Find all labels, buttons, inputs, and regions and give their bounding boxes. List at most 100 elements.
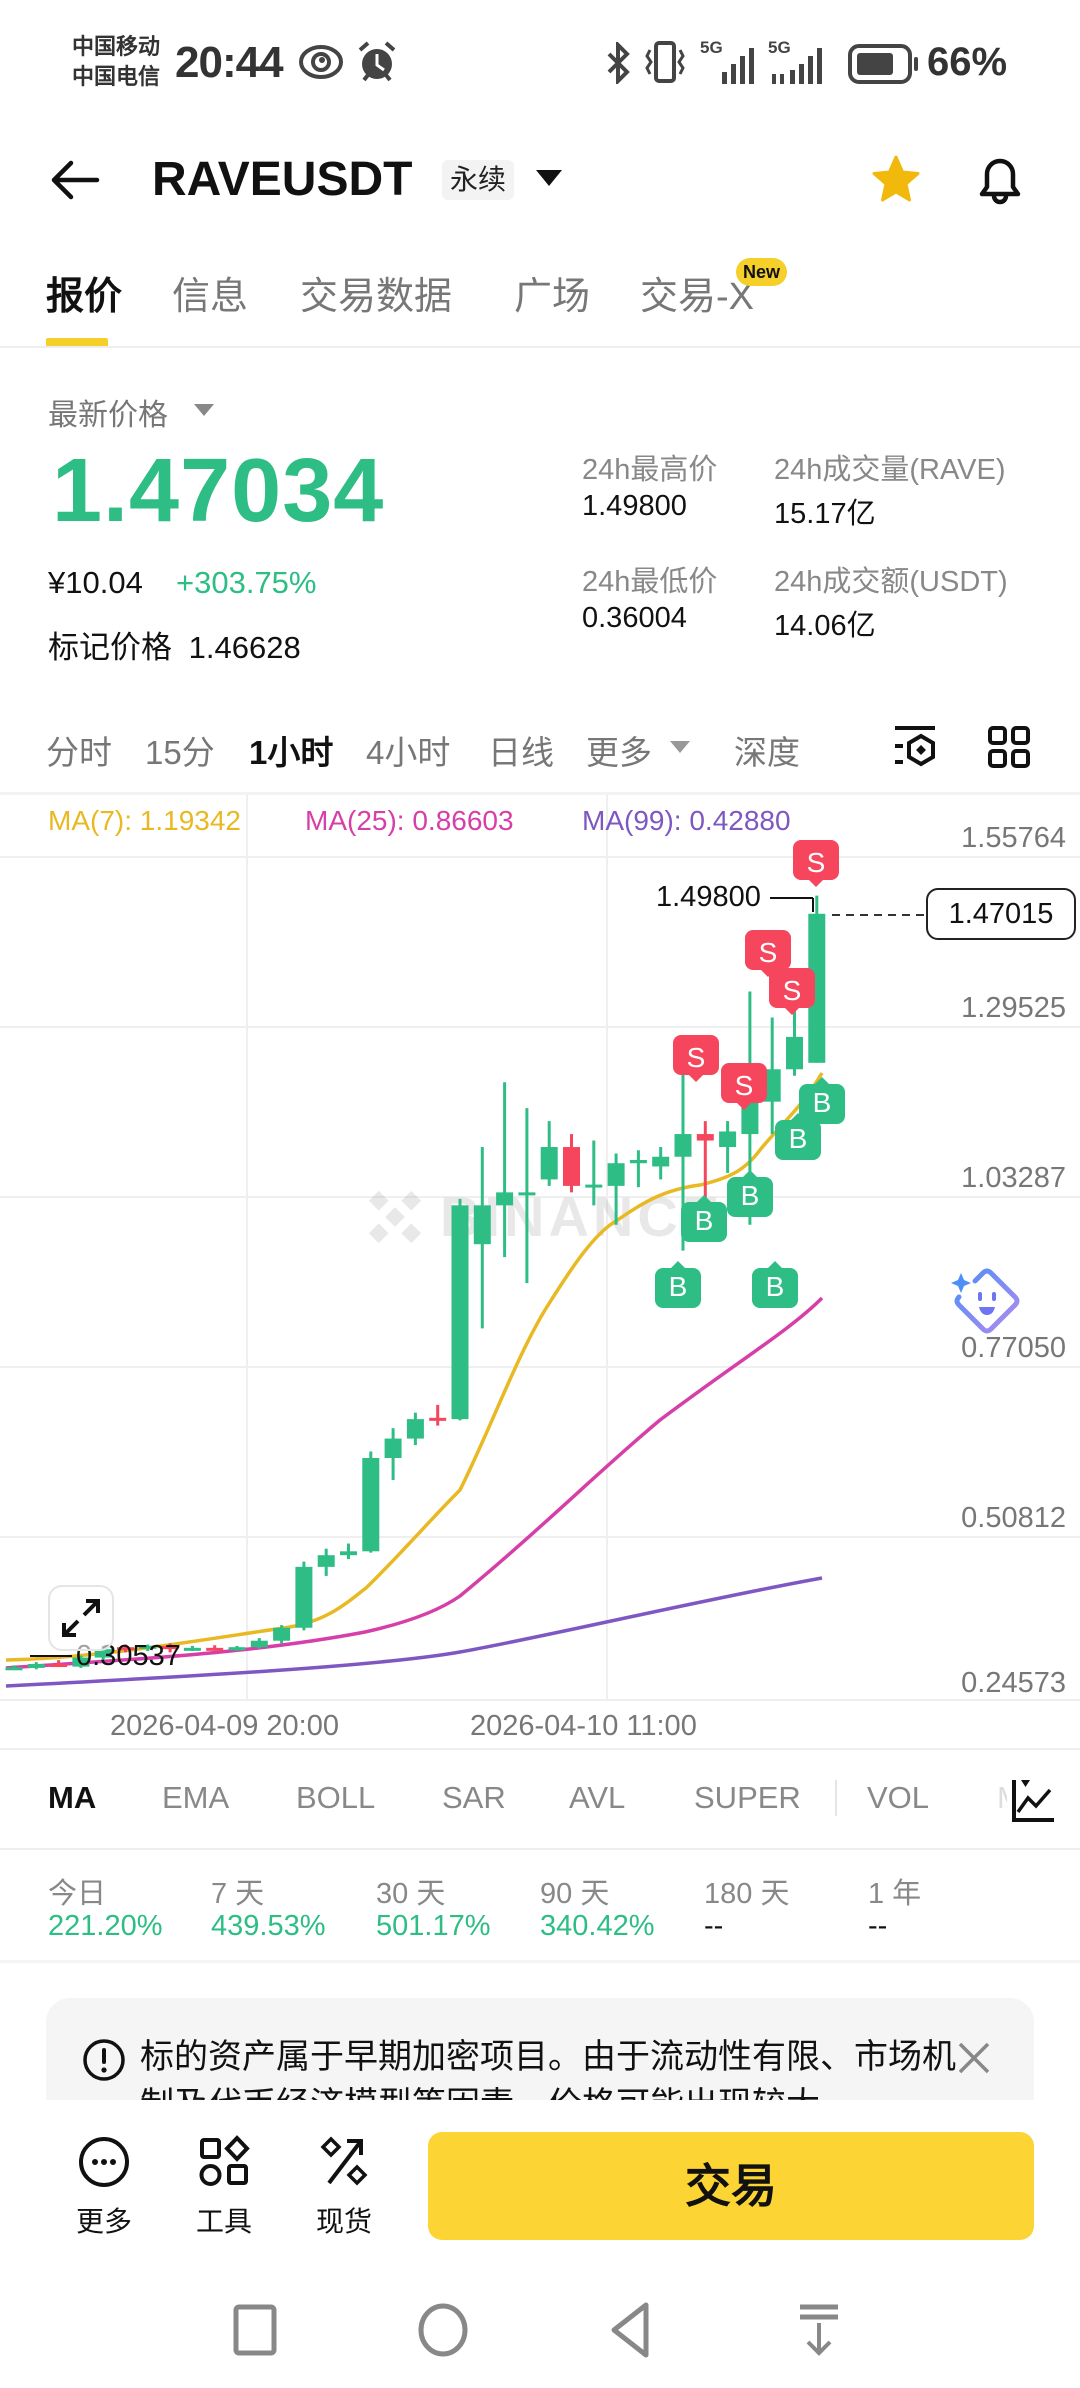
tools-label: 工具	[195, 2206, 252, 2237]
perf-7d-label: 7 天	[211, 1878, 265, 1910]
price-type-caret-icon[interactable]	[194, 404, 214, 416]
home-button[interactable]	[408, 2295, 478, 2365]
layout-grid-icon[interactable]	[988, 726, 1030, 768]
svg-text:B: B	[741, 1180, 760, 1211]
timeframe-line[interactable]: 分时	[46, 734, 112, 771]
svg-text:S: S	[807, 847, 826, 878]
y-tick-5: 0.50812	[961, 1502, 1066, 1534]
perf-180d-label: 180 天	[704, 1878, 790, 1910]
perf-30d-value: 501.17%	[376, 1910, 491, 1942]
perf-90d-label: 90 天	[540, 1878, 610, 1910]
spot-label: 现货	[315, 2206, 372, 2237]
tabs-divider	[0, 346, 1080, 348]
notification-drawer-button[interactable]	[784, 2295, 854, 2365]
depth-tab[interactable]: 深度	[734, 734, 800, 771]
spot-button[interactable]: 现货	[299, 2135, 389, 2240]
carrier-2: 中国电信	[72, 64, 161, 89]
trade-button[interactable]: 交易	[428, 2132, 1034, 2240]
svg-text:S: S	[735, 1070, 754, 1101]
volume-24h-value: 15.17亿	[774, 498, 876, 530]
perf-7d-value: 439.53%	[211, 1910, 326, 1942]
perf-today-label: 今日	[48, 1878, 107, 1910]
y-tick-6: 0.24573	[961, 1667, 1066, 1699]
indicator-boll[interactable]: BOLL	[296, 1780, 376, 1815]
alert-bell-icon[interactable]	[972, 150, 1028, 210]
timeframe-1d[interactable]: 日线	[488, 734, 554, 771]
more-button[interactable]: 更多	[59, 2135, 149, 2240]
timeframe-divider	[0, 792, 1080, 795]
perf-180d-value: --	[704, 1910, 724, 1942]
indicator-settings-icon[interactable]	[1010, 1778, 1056, 1824]
perf-90d-value: 340.42%	[540, 1910, 655, 1942]
tab-quote[interactable]: 报价	[46, 276, 123, 318]
bluetooth-icon	[607, 42, 630, 84]
recent-apps-button[interactable]	[220, 2295, 290, 2365]
ai-assistant-icon[interactable]	[945, 1265, 1025, 1345]
y-tick-3: 1.03287	[961, 1162, 1066, 1194]
signal-5g-2-icon: 5G	[768, 38, 834, 84]
status-carriers: 中国移动 中国电信	[72, 32, 160, 92]
back-button[interactable]	[45, 150, 105, 210]
mark-price-label: 标记价格	[48, 630, 172, 665]
svg-text:B: B	[695, 1205, 714, 1236]
timeframe-more[interactable]: 更多	[586, 734, 652, 771]
tools-grid-icon	[199, 2135, 250, 2186]
indicator-sar[interactable]: SAR	[442, 1780, 506, 1815]
warning-info-icon	[83, 2039, 125, 2081]
fullscreen-button[interactable]	[48, 1585, 114, 1651]
indicator-ma[interactable]: MA	[48, 1780, 97, 1815]
status-time: 20:44	[175, 38, 284, 87]
timeframe-4h[interactable]: 4小时	[366, 734, 451, 771]
perf-divider	[0, 1960, 1080, 1963]
indicator-super[interactable]: SUPER	[694, 1780, 801, 1815]
ma7-legend: MA(7): 1.19342	[48, 805, 241, 836]
eye-icon	[299, 45, 343, 79]
battery-icon	[848, 44, 918, 84]
indicator-avl[interactable]: AVL	[569, 1780, 626, 1815]
more-dots-icon	[79, 2137, 129, 2187]
latest-price-label[interactable]: 最新价格	[48, 399, 168, 432]
more-label: 更多	[75, 2206, 132, 2237]
contract-type-badge: 永续	[442, 160, 515, 200]
high-24h-label: 24h最高价	[582, 454, 718, 486]
perf-today-value: 221.20%	[48, 1910, 163, 1942]
back-nav-button[interactable]	[596, 2295, 666, 2365]
last-price: 1.47034	[52, 441, 385, 541]
indicator-vol[interactable]: VOL	[867, 1780, 930, 1815]
high-price-marker: 1.49800	[656, 881, 761, 913]
svg-text:S: S	[687, 1042, 706, 1073]
indicator-more-clipped[interactable]: M	[997, 1780, 1007, 1816]
indicator-ema[interactable]: EMA	[162, 1780, 230, 1815]
perf-1y-value: --	[868, 1910, 888, 1942]
perf-30d-label: 30 天	[376, 1878, 446, 1910]
chart-divider	[0, 1748, 1080, 1750]
battery-percent: 66%	[927, 40, 1008, 84]
x-tick-2: 2026-04-10 11:00	[470, 1710, 697, 1742]
y-tick-4: 0.77050	[961, 1332, 1066, 1364]
more-caret-icon[interactable]	[670, 741, 690, 753]
tab-trade-x[interactable]: 交易-X	[640, 276, 755, 318]
current-price-label[interactable]: 1.47015	[926, 888, 1076, 940]
tab-info[interactable]: 信息	[172, 276, 249, 318]
pair-dropdown-caret-icon[interactable]	[536, 170, 562, 186]
ma99-legend: MA(99): 0.42880	[582, 805, 791, 836]
timeframe-15m[interactable]: 15分	[145, 734, 215, 771]
tab-square[interactable]: 广场	[514, 276, 591, 318]
y-tick-2: 1.29525	[961, 992, 1066, 1024]
mark-price-value: 1.46628	[188, 630, 301, 665]
svg-text:S: S	[759, 937, 778, 968]
svg-text:B: B	[766, 1271, 785, 1302]
timeframe-1h[interactable]: 1小时	[249, 734, 334, 771]
price-change-percent: +303.75%	[176, 565, 317, 600]
risk-warning-banner: 标的资产属于早期加密项目。由于流动性有限、市场机制及代币经济模型等因素，价格可能…	[46, 1998, 1034, 2100]
x-tick-1: 2026-04-09 20:00	[110, 1710, 339, 1742]
turnover-24h-value: 14.06亿	[774, 610, 876, 642]
chart-settings-icon[interactable]	[893, 724, 939, 770]
tab-trading-data[interactable]: 交易数据	[300, 276, 453, 318]
favorite-star-icon[interactable]	[868, 152, 924, 208]
vibrate-icon	[645, 41, 685, 83]
tools-button[interactable]: 工具	[179, 2135, 269, 2240]
close-icon[interactable]	[954, 2038, 994, 2078]
pair-title[interactable]: RAVEUSDT	[152, 153, 413, 206]
